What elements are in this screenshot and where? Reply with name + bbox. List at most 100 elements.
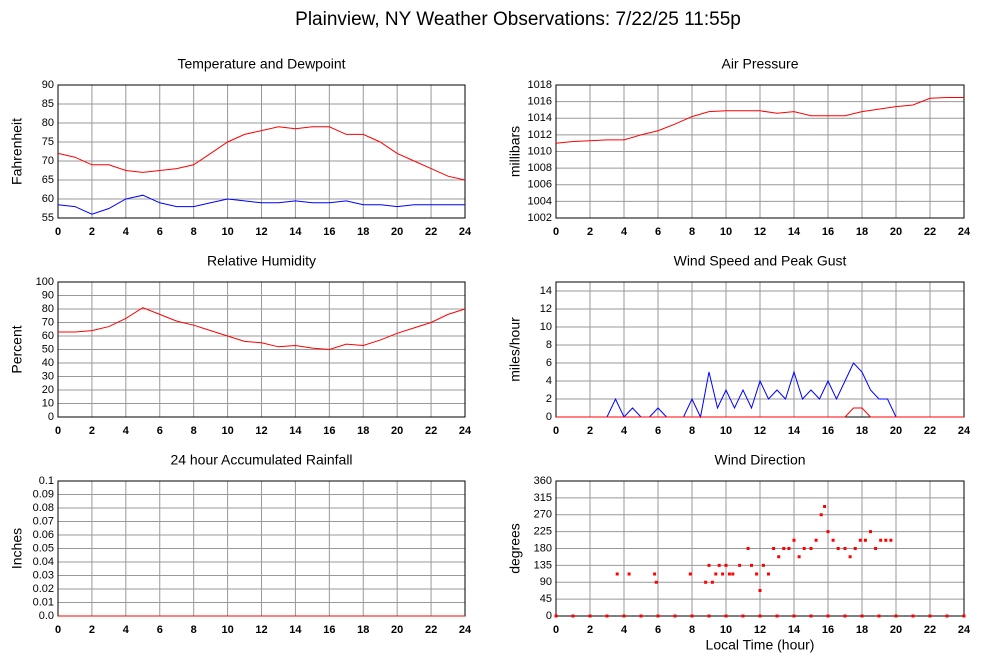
x-tick-label: 2 — [89, 425, 95, 437]
x-tick-label: 8 — [689, 226, 695, 238]
y-tick-label: 0.02 — [33, 583, 54, 595]
page-title: Plainview, NY Weather Observations: 7/22… — [295, 9, 741, 30]
x-tick-label: 10 — [720, 624, 732, 636]
y-tick-label: 20 — [42, 384, 54, 396]
y-tick-label: 70 — [42, 316, 54, 328]
x-tick-label: 12 — [255, 624, 267, 636]
y-tick-label: 60 — [42, 330, 54, 342]
data-point — [731, 572, 735, 576]
x-tick-label: 4 — [621, 425, 628, 437]
y-tick-label: 1010 — [528, 145, 552, 157]
data-point — [653, 572, 657, 576]
x-tick-label: 0 — [55, 624, 61, 636]
data-point — [792, 614, 796, 618]
y-tick-label: 0.08 — [33, 502, 54, 514]
x-tick-label: 18 — [856, 624, 868, 636]
data-point — [874, 547, 878, 550]
y-tick-label: 1014 — [528, 112, 552, 124]
data-point — [639, 614, 643, 618]
y-tick-label: 0.04 — [33, 556, 54, 568]
data-point — [777, 555, 781, 559]
x-tick-label: 20 — [890, 226, 902, 238]
x-tick-label: 22 — [924, 624, 936, 636]
data-point — [787, 547, 791, 550]
y-axis-label: millibars — [507, 126, 523, 177]
y-tick-label: 55 — [42, 212, 54, 224]
y-tick-label: 8 — [546, 339, 552, 351]
x-tick-label: 18 — [357, 624, 369, 636]
y-tick-label: 70 — [42, 155, 54, 167]
x-tick-label: 16 — [323, 425, 335, 437]
data-point — [605, 614, 609, 618]
x-tick-label: 20 — [391, 425, 403, 437]
data-line — [57, 126, 466, 181]
data-point — [761, 563, 765, 567]
x-tick-label: 8 — [689, 624, 695, 636]
y-tick-label: 75 — [42, 136, 54, 148]
data-point — [809, 547, 813, 550]
data-point — [622, 614, 626, 618]
panel-title: Relative Humidity — [207, 253, 316, 269]
panel-title: Temperature and Dewpoint — [177, 56, 345, 72]
data-point — [627, 572, 631, 576]
y-tick-label: 1002 — [528, 212, 552, 224]
data-point — [758, 589, 762, 592]
x-tick-label: 4 — [621, 226, 628, 238]
y-tick-label: 14 — [540, 285, 552, 297]
x-tick-label: 8 — [191, 226, 197, 238]
data-point — [750, 563, 753, 567]
data-point — [884, 538, 888, 542]
data-point — [714, 572, 718, 576]
y-tick-label: 0 — [546, 411, 552, 423]
x-tick-label: 0 — [55, 425, 61, 437]
x-tick-label: 0 — [553, 624, 559, 636]
x-tick-label: 4 — [621, 624, 628, 636]
x-tick-label: 10 — [221, 624, 233, 636]
y-tick-label: 90 — [42, 79, 54, 91]
data-point — [615, 572, 619, 576]
x-tick-label: 22 — [425, 226, 437, 238]
data-point — [823, 505, 827, 508]
data-point — [879, 538, 883, 542]
y-tick-label: 1004 — [528, 195, 552, 207]
data-point — [707, 614, 711, 618]
data-point — [797, 555, 801, 559]
x-tick-label: 0 — [553, 226, 559, 238]
y-tick-label: 1006 — [528, 179, 552, 191]
data-point — [656, 614, 660, 618]
x-tick-label: 22 — [425, 624, 437, 636]
y-tick-label: 0 — [546, 610, 552, 622]
x-tick-label: 20 — [890, 624, 902, 636]
panel-title: Air Pressure — [721, 56, 798, 72]
data-point — [571, 614, 575, 618]
y-tick-label: 12 — [540, 303, 552, 315]
y-tick-label: 80 — [42, 303, 54, 315]
x-tick-label: 10 — [221, 226, 233, 238]
x-tick-label: 14 — [289, 226, 302, 238]
x-tick-label: 2 — [587, 624, 593, 636]
data-point — [758, 614, 762, 618]
y-axis-label: Fahrenheit — [9, 118, 25, 185]
y-axis-label: Percent — [9, 325, 25, 373]
data-point — [654, 580, 658, 584]
x-tick-label: 12 — [754, 425, 766, 437]
x-tick-label: 14 — [289, 425, 302, 437]
data-point — [724, 614, 728, 618]
data-point — [782, 547, 786, 550]
y-tick-label: 50 — [42, 343, 54, 355]
x-tick-label: 4 — [123, 425, 130, 437]
x-tick-label: 14 — [289, 624, 302, 636]
data-point — [836, 547, 840, 550]
data-point — [848, 555, 852, 559]
x-tick-label: 22 — [924, 226, 936, 238]
x-tick-label: 2 — [89, 226, 95, 238]
x-tick-label: 24 — [958, 425, 971, 437]
data-point — [724, 563, 728, 567]
x-tick-label: 16 — [822, 226, 834, 238]
x-tick-label: 18 — [856, 425, 868, 437]
y-tick-label: 180 — [534, 542, 552, 554]
data-point — [843, 614, 847, 618]
y-tick-label: 4 — [546, 375, 552, 387]
